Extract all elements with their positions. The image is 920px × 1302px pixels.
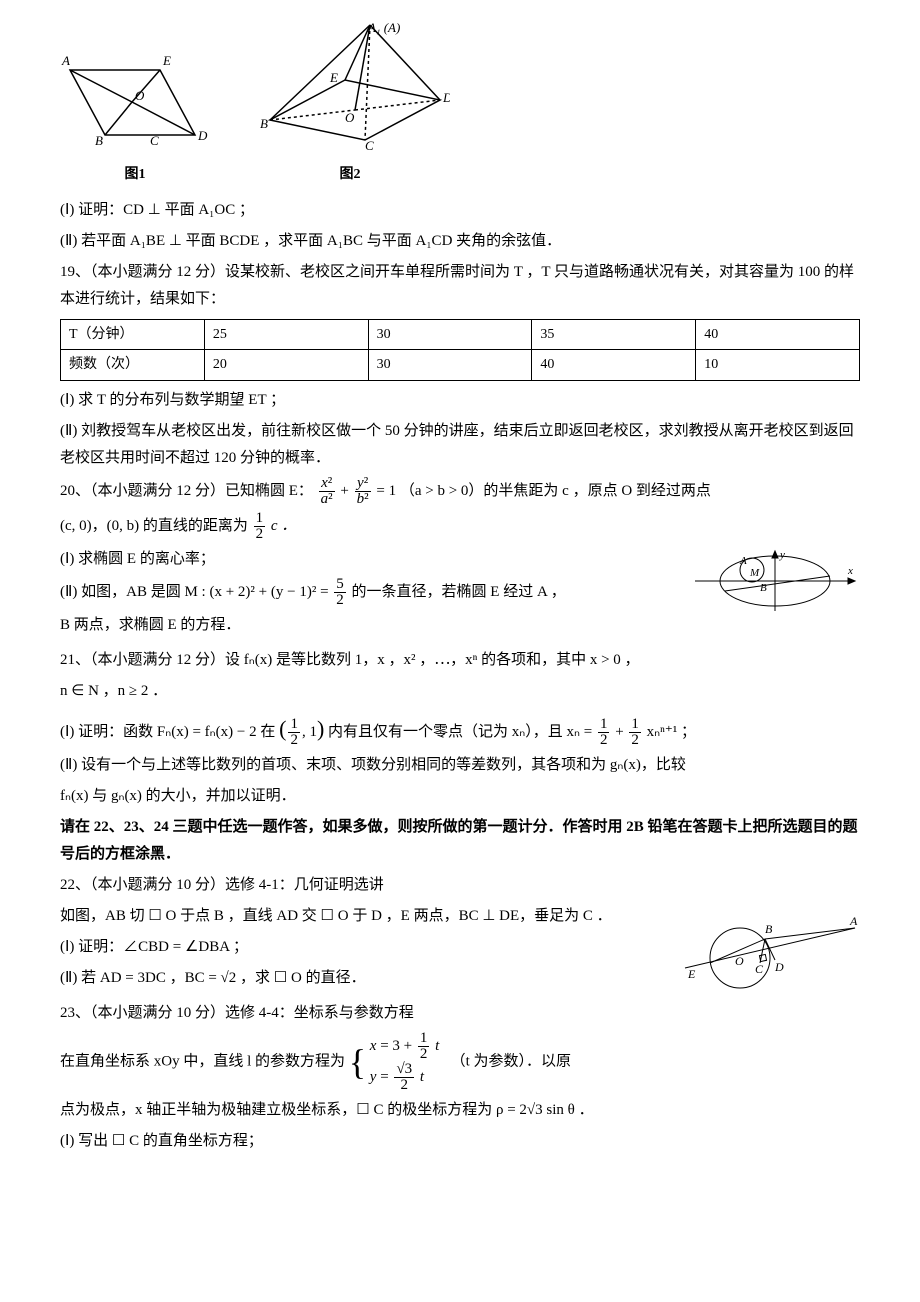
text: （a > b > 0）的半焦距为 c ，原点 O 到经过两点 <box>400 483 711 499</box>
svg-text:E: E <box>687 967 696 981</box>
q23-part1: (Ⅰ) 写出 ☐ C 的直角坐标方程； <box>60 1128 860 1155</box>
q23-stem-c: 点为极点，x 轴正半轴为极轴建立极坐标系，☐ C 的极坐标方程为 ρ = 2√3… <box>60 1097 860 1124</box>
q19-table: T（分钟） 25 30 35 40 频数（次） 20 30 40 10 <box>60 319 860 380</box>
text: (c, 0)，(0, b) 的直线的距离为 <box>60 518 252 534</box>
choice-note: 请在 22、23、24 三题中任选一题作答，如果多做，则按所做的第一题计分．作答… <box>60 814 860 868</box>
q19-part2: (Ⅱ) 刘教授驾车从老校区出发，前往新校区做一个 50 分钟的讲座，结束后立即返… <box>60 418 860 472</box>
table-cell: T（分钟） <box>61 320 205 350</box>
svg-text:A₁ (A): A₁ (A) <box>367 20 400 35</box>
q23-stem-a: 23、（本小题满分 10 分）选修 4-4：坐标系与参数方程 <box>60 1000 860 1027</box>
svg-text:x: x <box>847 565 853 577</box>
svg-text:D: D <box>442 90 450 105</box>
q20-part2-cont: B 两点，求椭圆 E 的方程． <box>60 612 860 639</box>
svg-text:B: B <box>260 116 268 131</box>
table-cell: 20 <box>204 350 368 380</box>
svg-text:y: y <box>779 549 785 561</box>
q20-stem-line2: (c, 0)，(0, b) 的直线的距离为 12 c ． <box>60 511 860 542</box>
svg-text:O: O <box>135 88 145 103</box>
table-cell: 25 <box>204 320 368 350</box>
text: (Ⅰ) 证明：函数 Fₙ(x) = fₙ(x) − 2 在 <box>60 724 279 740</box>
text: xₙⁿ⁺¹ ； <box>647 724 696 740</box>
text: 20、（本小题满分 12 分）已知椭圆 E： <box>60 483 313 499</box>
table-cell: 10 <box>696 350 860 380</box>
svg-text:B: B <box>95 133 103 148</box>
text: c ． <box>271 518 296 534</box>
svg-text:A: A <box>849 914 858 928</box>
q21-part2-b: fₙ(x) 与 gₙ(x) 的大小，并加以证明． <box>60 783 860 810</box>
svg-text:O: O <box>345 110 355 125</box>
geometry-figures: A E D B O C 图1 A₁ (A) B E D C <box>60 20 860 187</box>
svg-text:B: B <box>765 922 773 936</box>
figure-1: A E D B O C 图1 <box>60 45 210 187</box>
svg-text:E: E <box>329 70 338 85</box>
q19-part1: (Ⅰ) 求 T 的分布列与数学期望 ET ； <box>60 387 860 414</box>
svg-text:D: D <box>197 128 208 143</box>
svg-text:E: E <box>162 53 171 68</box>
table-cell: 40 <box>532 350 696 380</box>
text: 内有且仅有一个零点（记为 xₙ），且 xₙ = <box>328 724 596 740</box>
q21-part2-a: (Ⅱ) 设有一个与上述等比数列的首项、末项、项数分别相同的等差数列，其各项和为 … <box>60 752 860 779</box>
table-cell: 40 <box>696 320 860 350</box>
svg-text:C: C <box>365 138 374 150</box>
q23-stem-b: 在直角坐标系 xOy 中，直线 l 的参数方程为 { x = 3 + 12 t … <box>60 1031 860 1093</box>
q21-part1: (Ⅰ) 证明：函数 Fₙ(x) = fₙ(x) − 2 在 (12, 1) 内有… <box>60 709 860 749</box>
ellipse-diagram: A M B x y <box>690 546 860 616</box>
q18-part2: (Ⅱ) 若平面 A₁BE ⊥ 平面 BCDE ，求平面 A₁BC 与平面 A₁C… <box>60 228 860 255</box>
circle-tangent-diagram: B A D C O E <box>680 903 860 993</box>
figure-2: A₁ (A) B E D C O 图2 <box>250 20 450 187</box>
svg-text:D: D <box>774 960 784 974</box>
table-cell: 35 <box>532 320 696 350</box>
svg-text:A: A <box>739 555 747 567</box>
fig1-caption: 图1 <box>60 162 210 187</box>
q19-stem: 19、（本小题满分 12 分）设某校新、老校区之间开车单程所需时间为 T ，T … <box>60 259 860 313</box>
q20-stem: 20、（本小题满分 12 分）已知椭圆 E： x²a² + y²b² = 1 （… <box>60 476 860 507</box>
q18-part1: (Ⅰ) 证明：CD ⊥ 平面 A₁OC ； <box>60 197 860 224</box>
text: (Ⅱ) 如图，AB 是圆 M : (x + 2)² + (y − 1)² = <box>60 584 332 600</box>
svg-text:C: C <box>150 133 159 148</box>
table-cell: 30 <box>368 350 532 380</box>
fig2-caption: 图2 <box>250 162 450 187</box>
q22-stem-a: 22、（本小题满分 10 分）选修 4-1：几何证明选讲 <box>60 872 860 899</box>
text: 在直角坐标系 xOy 中，直线 l 的参数方程为 <box>60 1054 349 1070</box>
text: 的一条直径，若椭圆 E 经过 A ， <box>352 584 566 600</box>
svg-text:A: A <box>61 53 70 68</box>
text: （t 为参数）．以原 <box>451 1054 571 1070</box>
table-cell: 30 <box>368 320 532 350</box>
q21-stem-b: n ∈ N ，n ≥ 2 ． <box>60 678 860 705</box>
svg-text:C: C <box>755 962 764 976</box>
table-cell: 频数（次） <box>61 350 205 380</box>
q21-stem-a: 21、（本小题满分 12 分）设 fₙ(x) 是等比数列 1，x ，x² ，⋯，… <box>60 647 860 674</box>
svg-text:O: O <box>735 954 744 968</box>
svg-text:B: B <box>760 582 767 594</box>
svg-text:M: M <box>749 567 760 579</box>
